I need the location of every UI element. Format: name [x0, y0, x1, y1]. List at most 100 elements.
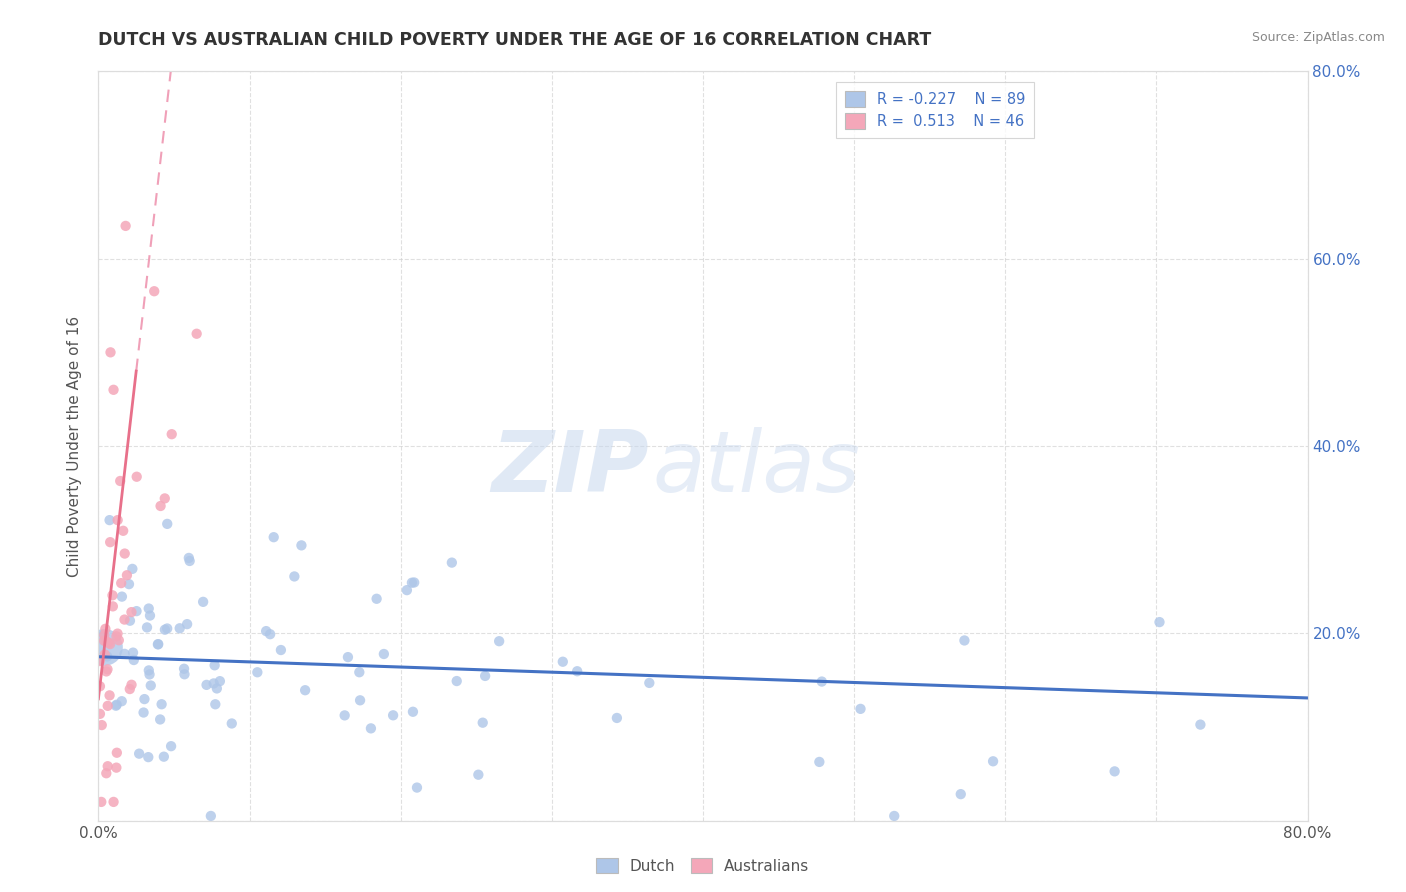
Point — [107, 513, 129, 527]
Point — [406, 780, 429, 795]
Point — [949, 787, 972, 801]
Point — [149, 713, 172, 727]
Point — [103, 795, 125, 809]
Point — [173, 662, 195, 676]
Point — [246, 665, 269, 680]
Point — [849, 702, 872, 716]
Point — [156, 622, 179, 636]
Point — [138, 664, 160, 678]
Point — [125, 469, 148, 483]
Point — [1104, 764, 1126, 779]
Point — [551, 655, 574, 669]
Point — [981, 754, 1004, 768]
Point — [112, 524, 135, 538]
Point — [104, 698, 127, 713]
Point — [108, 633, 131, 648]
Point — [98, 689, 121, 703]
Point — [208, 674, 231, 689]
Point — [89, 654, 111, 668]
Point — [567, 665, 589, 679]
Point — [98, 535, 121, 549]
Point — [148, 637, 170, 651]
Point — [176, 617, 198, 632]
Point — [186, 326, 208, 341]
Point — [446, 674, 468, 689]
Point — [467, 768, 489, 782]
Y-axis label: Child Poverty Under the Age of 16: Child Poverty Under the Age of 16 — [67, 316, 83, 576]
Point — [114, 547, 136, 561]
Point — [440, 556, 463, 570]
Point — [153, 491, 176, 506]
Point — [606, 711, 628, 725]
Point — [118, 614, 141, 628]
Point — [96, 649, 118, 664]
Point — [474, 669, 496, 683]
Point — [160, 427, 183, 442]
Point — [1189, 717, 1212, 731]
Point — [134, 692, 156, 706]
Point — [93, 633, 115, 648]
Point — [96, 665, 118, 679]
Point — [290, 538, 312, 552]
Point — [121, 678, 143, 692]
Point — [283, 569, 305, 583]
Point — [97, 759, 120, 773]
Point — [105, 698, 128, 712]
Point — [179, 554, 201, 568]
Point — [221, 716, 243, 731]
Point — [195, 678, 218, 692]
Point — [143, 284, 166, 298]
Point — [382, 708, 405, 723]
Point — [138, 601, 160, 615]
Point — [204, 698, 226, 712]
Point — [125, 604, 148, 618]
Point — [808, 755, 831, 769]
Point — [191, 595, 214, 609]
Point — [115, 568, 138, 582]
Point — [204, 658, 226, 673]
Point — [811, 674, 834, 689]
Point — [395, 583, 418, 598]
Point — [202, 676, 225, 690]
Point — [150, 698, 173, 712]
Point — [103, 383, 125, 397]
Point — [160, 739, 183, 754]
Point — [114, 613, 136, 627]
Point — [128, 747, 150, 761]
Point — [93, 627, 115, 641]
Point — [101, 588, 124, 602]
Point — [139, 608, 162, 623]
Point — [402, 705, 425, 719]
Point — [101, 599, 124, 614]
Point — [93, 628, 115, 642]
Point — [105, 629, 128, 643]
Point — [360, 722, 382, 736]
Point — [110, 576, 132, 591]
Point — [98, 637, 121, 651]
Point — [471, 715, 494, 730]
Text: ZIP: ZIP — [491, 427, 648, 510]
Point — [270, 643, 292, 657]
Point — [953, 633, 976, 648]
Point — [93, 640, 115, 655]
Point — [156, 516, 179, 531]
Point — [90, 795, 112, 809]
Point — [404, 575, 426, 590]
Point — [294, 683, 316, 698]
Point — [263, 530, 285, 544]
Point — [122, 653, 145, 667]
Point — [205, 681, 228, 696]
Point — [401, 575, 423, 590]
Point — [146, 637, 169, 651]
Point — [138, 667, 160, 681]
Legend: R = -0.227    N = 89, R =  0.513    N = 46: R = -0.227 N = 89, R = 0.513 N = 46 — [837, 82, 1035, 137]
Point — [169, 621, 191, 635]
Text: DUTCH VS AUSTRALIAN CHILD POVERTY UNDER THE AGE OF 16 CORRELATION CHART: DUTCH VS AUSTRALIAN CHILD POVERTY UNDER … — [98, 31, 932, 49]
Point — [111, 590, 134, 604]
Point — [98, 513, 121, 527]
Point — [259, 627, 281, 641]
Point — [200, 809, 222, 823]
Point — [96, 634, 118, 648]
Point — [97, 635, 120, 649]
Point — [90, 718, 112, 732]
